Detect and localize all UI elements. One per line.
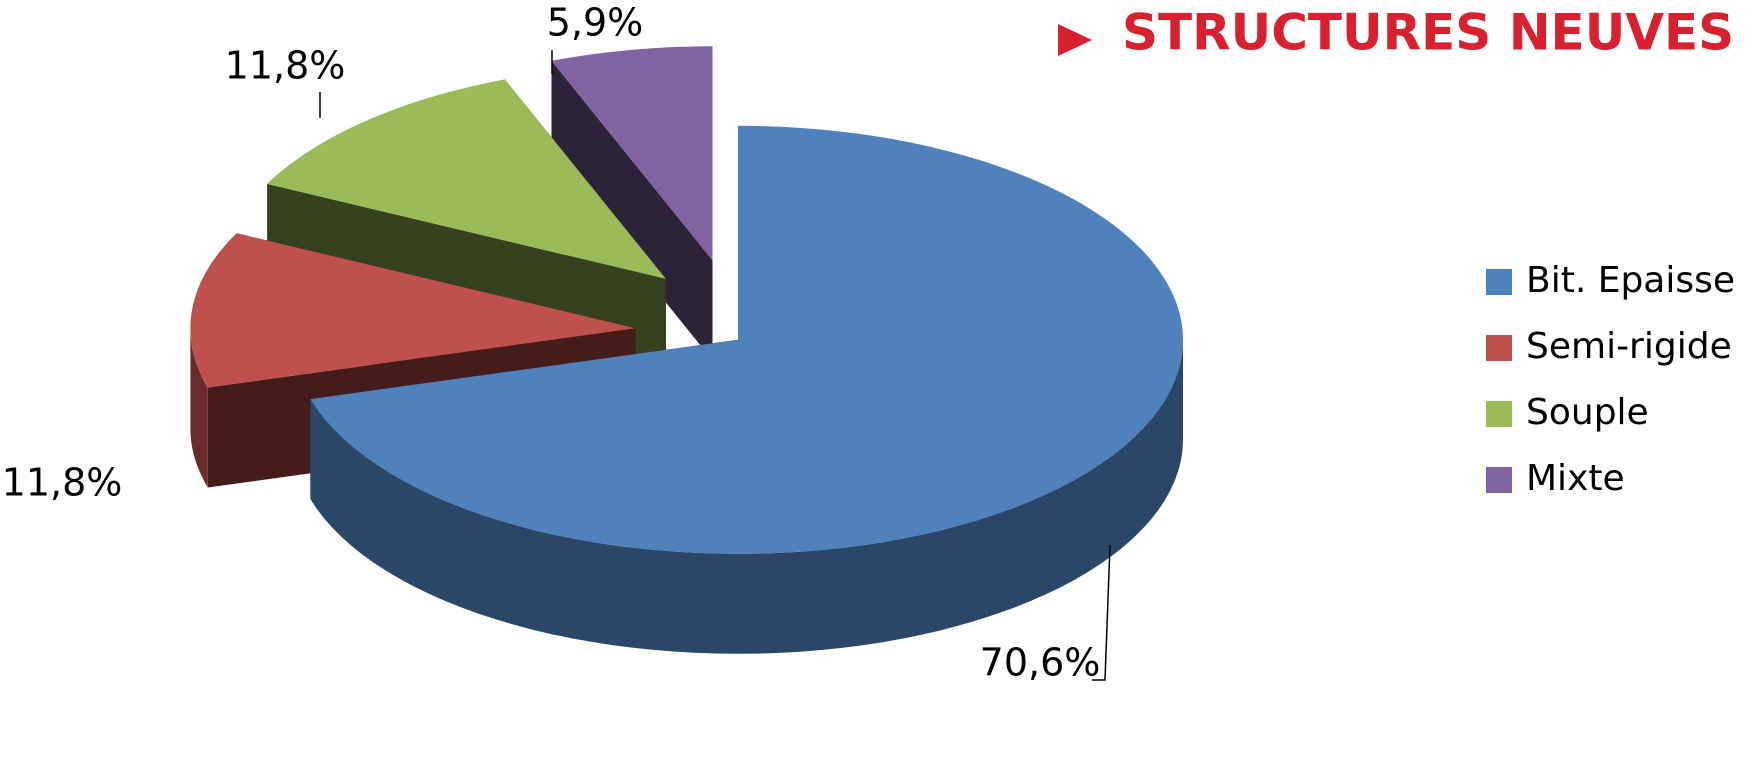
legend-label: Mixte [1526,458,1625,499]
chart-title: STRUCTURES NEUVES [1122,4,1734,62]
legend-swatch [1486,401,1512,427]
slice-side [310,339,1183,654]
legend-swatch [1486,269,1512,295]
title-arrow [1058,24,1092,56]
data-label: 11,8% [2,461,123,505]
legend-label: Semi-rigide [1526,326,1732,367]
legend-swatch [1486,335,1512,361]
data-label: 70,6% [980,641,1101,685]
slice-side [190,328,208,488]
slice [551,46,713,361]
data-label: 11,8% [225,44,346,88]
slice-wall [551,60,713,361]
leader-line [1092,544,1111,681]
slice-top [551,46,713,261]
data-label: 5,9% [547,1,644,45]
slice-top [267,79,666,279]
slice-top [190,233,636,388]
legend-label: Souple [1526,392,1649,433]
slice-top [310,125,1183,554]
slice [310,125,1183,654]
legend-swatch [1486,467,1512,493]
legend-label: Bit. Epaisse [1526,260,1735,301]
